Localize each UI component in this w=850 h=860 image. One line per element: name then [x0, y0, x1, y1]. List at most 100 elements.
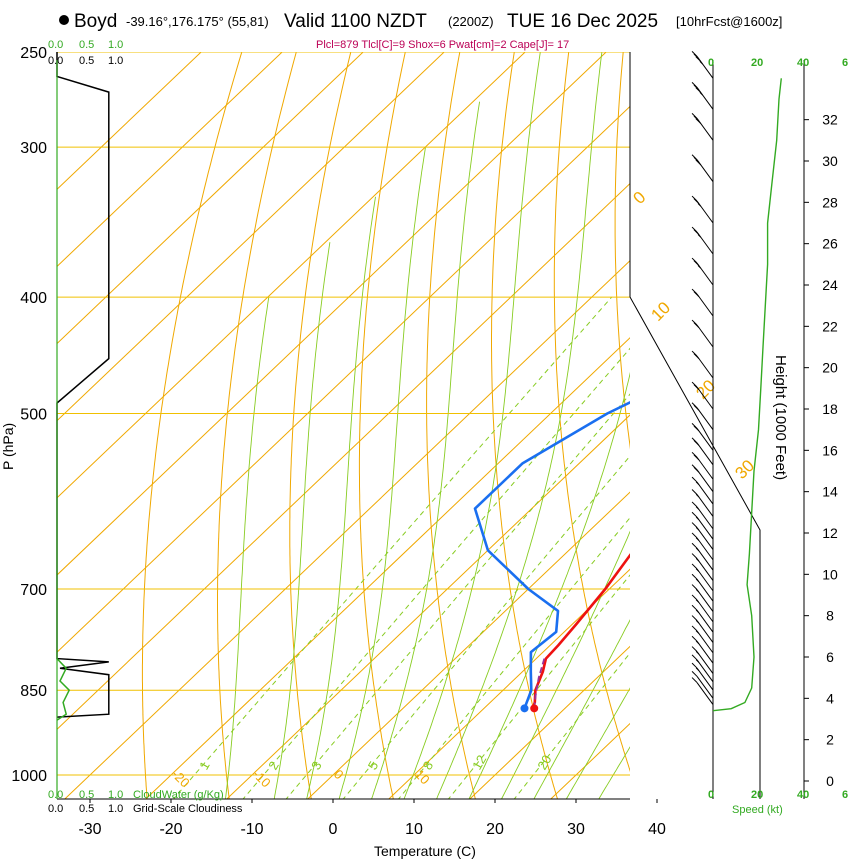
- wind-barb-feather: [695, 578, 700, 583]
- cloudiness-label: Grid-Scale Cloudiness: [133, 803, 243, 815]
- wind-barb-staff: [696, 456, 714, 480]
- x-tick-label: 10: [405, 821, 423, 838]
- wind-barb-feather: [691, 501, 698, 508]
- cloudiness-top-1: 0.5: [79, 55, 94, 67]
- y-axis-title: P (hPa): [0, 423, 16, 470]
- wind-barb: [691, 604, 714, 633]
- wind-barb: [691, 402, 714, 430]
- wind-barb-feather: [691, 542, 698, 549]
- moist-adiabat: [273, 242, 331, 799]
- wind-barb-feather: [695, 630, 700, 634]
- wind-barb-feather: [693, 115, 700, 122]
- dry-adiabat: [426, 52, 476, 799]
- speed-bottom-6: 6: [842, 789, 848, 801]
- cloudwater-top-0: 0.0: [48, 39, 63, 51]
- height-tick-label: 8: [826, 608, 834, 624]
- wind-barb-feather: [695, 537, 700, 541]
- wind-barb: [691, 646, 714, 674]
- height-tick-label: 16: [822, 442, 838, 458]
- wind-barb-feather: [693, 260, 700, 266]
- wind-barb-feather: [691, 635, 698, 642]
- wind-barb-feather: [695, 159, 702, 166]
- wind-barb: [691, 511, 714, 540]
- wind-barb-staff: [696, 676, 714, 699]
- wind-barb-feather: [695, 568, 700, 572]
- wind-barb-staff: [696, 481, 714, 505]
- wind-barb-staff: [696, 537, 714, 561]
- wind-barb-feather: [691, 82, 698, 88]
- moist-adiabat: [500, 530, 630, 799]
- profile-layer: [473, 400, 630, 713]
- dewpoint-profile: [473, 400, 630, 709]
- wind-barb-feather: [695, 609, 700, 614]
- wind-barb-feather: [695, 667, 700, 672]
- wind-barb-feather: [691, 522, 698, 528]
- cloud-panel: [56, 52, 110, 799]
- wind-barb-feather: [691, 464, 698, 471]
- wind-barb: [691, 563, 714, 592]
- wind-barb-feather: [693, 440, 700, 446]
- wind-barb-feather: [691, 451, 698, 458]
- pressure-tick-label: 300: [20, 140, 47, 157]
- wind-barb-feather: [691, 615, 698, 621]
- wind-barb-feather: [695, 599, 700, 603]
- wind-barb-feather: [693, 291, 700, 297]
- wind-barb-staff: [696, 667, 714, 691]
- cloudiness-top-0: 0.0: [48, 55, 63, 67]
- wind-barb-feather: [695, 481, 700, 486]
- wind-barb: [691, 257, 714, 286]
- wind-barb: [691, 615, 714, 643]
- height-tick-label: 6: [826, 649, 834, 665]
- wind-barb-feather: [693, 84, 700, 91]
- wind-barb-feather: [695, 589, 700, 593]
- wind-barb-staff: [696, 293, 714, 317]
- wind-barb: [691, 635, 714, 664]
- height-tick-label: 28: [822, 194, 838, 210]
- speed-top-20: 20: [751, 57, 763, 69]
- wind-barb-feather: [695, 547, 700, 552]
- pressure-tick-label: 400: [20, 290, 47, 307]
- wind-barb-feather: [691, 625, 698, 632]
- wind-barb-feather: [693, 353, 700, 359]
- dry-adiabat: [787, 31, 850, 801]
- wind-barb-feather: [695, 56, 702, 62]
- isotherm-line: [388, 568, 630, 799]
- wind-barb: [691, 532, 714, 561]
- height-tick-label: 14: [822, 484, 838, 500]
- utc-time: (2200Z): [448, 14, 494, 29]
- x-tick-label: 0: [329, 821, 338, 838]
- wind-barb-staff: [696, 494, 714, 517]
- cloudwater-bottom-0: 0.0: [48, 789, 63, 801]
- wind-barb-feather: [693, 404, 700, 411]
- wind-barb-feather: [695, 558, 700, 562]
- isotherm-line: [307, 491, 630, 799]
- valid-time: Valid 1100 NZDT: [284, 11, 427, 32]
- wind-barb: [691, 594, 714, 623]
- isotherm-line: [57, 52, 202, 190]
- height-tick-label: 32: [822, 112, 838, 128]
- forecast-date: TUE 16 Dec 2025: [507, 11, 658, 32]
- moist-adiabat: [371, 101, 481, 799]
- cloudiness-bottom-1: 0.5: [79, 803, 94, 815]
- mixing-ratio-line: [447, 574, 630, 799]
- wind-barb: [691, 113, 714, 141]
- wind-barb-feather: [693, 156, 700, 163]
- wind-barb: [691, 381, 714, 410]
- mixing-ratio-line: [342, 455, 630, 799]
- wind-barb: [691, 51, 714, 79]
- wind-barb-staff: [696, 527, 714, 550]
- moist-adiabat: [403, 52, 541, 799]
- height-tick-label: 22: [822, 318, 838, 334]
- wind-barb-feather: [693, 198, 700, 204]
- wind-barb-staff: [696, 442, 714, 466]
- isotherm-line: [57, 52, 607, 576]
- isotherm-line: [57, 105, 630, 653]
- isotherm-label: -20: [169, 767, 193, 791]
- surface-temperature-dot: [530, 704, 539, 713]
- wind-barb: [691, 226, 714, 255]
- mixing-ratio-line: [172, 296, 613, 799]
- height-tick-label: 18: [822, 401, 838, 417]
- station-dot: [59, 15, 69, 25]
- wind-barb-feather: [695, 527, 700, 531]
